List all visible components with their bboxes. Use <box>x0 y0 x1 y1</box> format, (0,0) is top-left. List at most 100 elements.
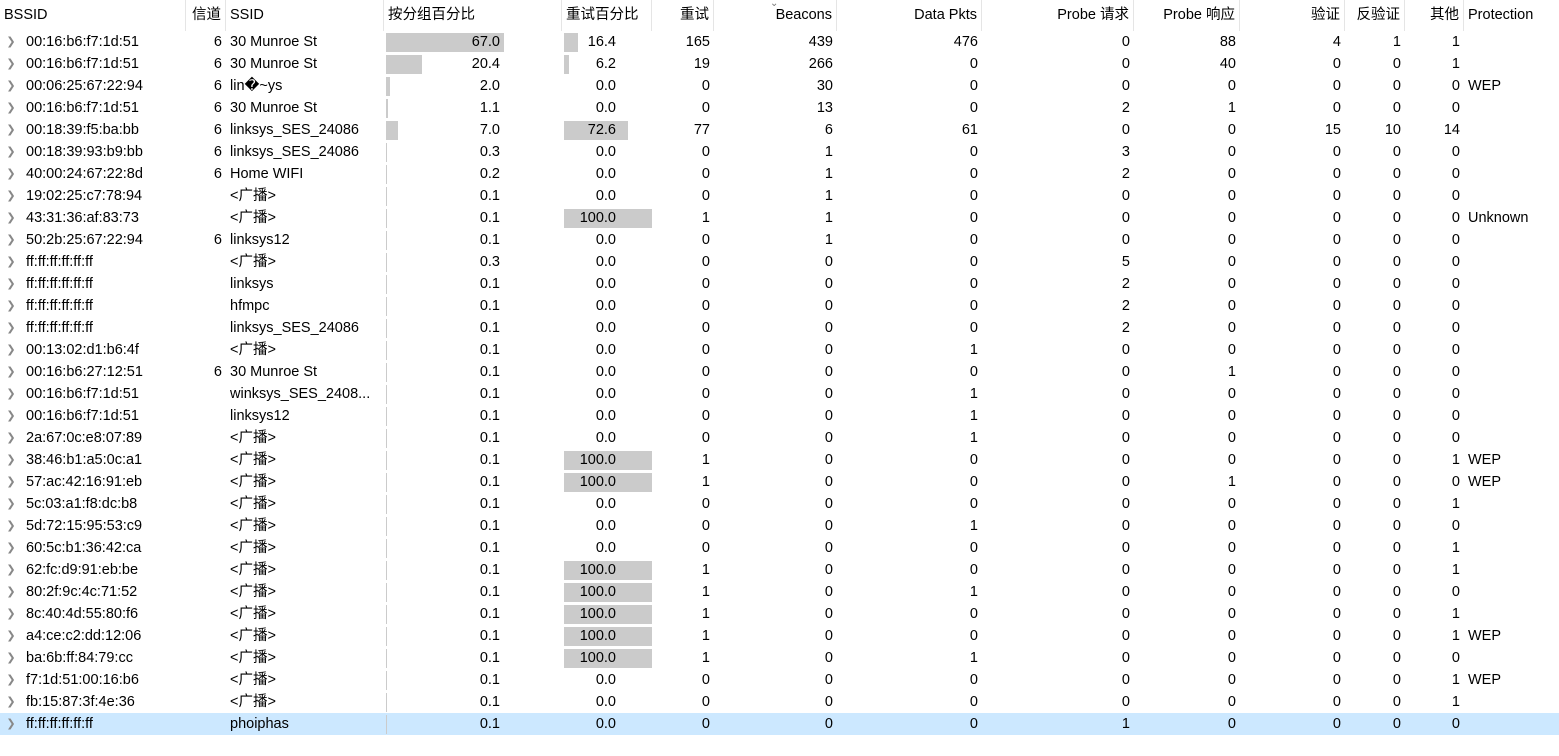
beacons-cell: 6 <box>824 122 833 138</box>
chevron-right-icon[interactable]: ❯ <box>6 608 16 620</box>
table-row[interactable]: ❯ 00:16:b6:f7:1d:51 6 30 Munroe St 20.4 6.2 19… <box>0 53 1559 75</box>
chevron-right-icon[interactable]: ❯ <box>6 124 16 136</box>
column-header-data-pkts[interactable]: Data Pkts <box>837 0 982 31</box>
other-cell: 0 <box>1451 320 1460 336</box>
bar-value-label: 72.6 <box>587 122 616 138</box>
chevron-right-icon[interactable]: ❯ <box>6 278 16 290</box>
chevron-right-icon[interactable]: ❯ <box>6 542 16 554</box>
chevron-right-icon[interactable]: ❯ <box>6 344 16 356</box>
table-row[interactable]: ❯ 19:02:25:c7:78:94 <广播> 0.1 0.0 0 1 0 0 0 0 0 0 <box>0 185 1559 207</box>
chevron-right-icon[interactable]: ❯ <box>6 322 16 334</box>
table-row[interactable]: ❯ 8c:40:4d:55:80:f6 <广播> 0.1 100.0 1 0 0 0 0 0 0 1 <box>0 603 1559 625</box>
probe-response-cell: 0 <box>1227 496 1236 512</box>
table-row[interactable]: ❯ ff:ff:ff:ff:ff:ff hfmpc 0.1 0.0 0 0 0 2 0 0 0 0 <box>0 295 1559 317</box>
table-row[interactable]: ❯ 5c:03:a1:f8:dc:b8 <广播> 0.1 0.0 0 0 0 0 0 0 0 1 <box>0 493 1559 515</box>
table-row[interactable]: ❯ ff:ff:ff:ff:ff:ff linksys_SES_24086 0.1 0.… <box>0 317 1559 339</box>
chevron-right-icon[interactable]: ❯ <box>6 696 16 708</box>
chevron-right-icon[interactable]: ❯ <box>6 234 16 246</box>
column-header-channel[interactable]: 信道 <box>186 0 226 31</box>
chevron-right-icon[interactable]: ❯ <box>6 256 16 268</box>
retry-cell: 0 <box>701 364 710 380</box>
column-header-ssid[interactable]: SSID <box>226 0 384 31</box>
chevron-right-icon[interactable]: ❯ <box>6 520 16 532</box>
table-row[interactable]: ❯ ba:6b:ff:84:79:cc <广播> 0.1 100.0 1 0 1 0 0 0 0 0 <box>0 647 1559 669</box>
chevron-right-icon[interactable]: ❯ <box>6 586 16 598</box>
chevron-right-icon[interactable]: ❯ <box>6 102 16 114</box>
table-row[interactable]: ❯ 00:16:b6:f7:1d:51 linksys12 0.1 0.0 0 0 1 0 0 0 0… <box>0 405 1559 427</box>
bar-value-label: 0.2 <box>479 166 500 182</box>
table-row[interactable]: ❯ ff:ff:ff:ff:ff:ff linksys 0.1 0.0 0 0 0 2 0 0 0 0 <box>0 273 1559 295</box>
table-row[interactable]: ❯ 00:18:39:93:b9:bb 6 linksys_SES_24086 0.3 0… <box>0 141 1559 163</box>
table-row[interactable]: ❯ 00:16:b6:f7:1d:51 winksys_SES_2408... 0.1… <box>0 383 1559 405</box>
table-row[interactable]: ❯ 00:16:b6:f7:1d:51 6 30 Munroe St 67.0 16.4 1… <box>0 31 1559 53</box>
chevron-right-icon[interactable]: ❯ <box>6 36 16 48</box>
protection-cell: WEP <box>1468 672 1502 688</box>
column-header-pct-packets[interactable]: 按分组百分比 <box>384 0 562 31</box>
pct-retry-cell: 0.0 <box>562 141 652 163</box>
column-header-auth[interactable]: 验证 <box>1240 0 1345 31</box>
chevron-right-icon[interactable]: ❯ <box>6 674 16 686</box>
table-row[interactable]: ❯ 57:ac:42:16:91:eb <广播> 0.1 100.0 1 0 0 0 1 0 0 0 WE… <box>0 471 1559 493</box>
table-row[interactable]: ❯ fb:15:87:3f:4e:36 <广播> 0.1 0.0 0 0 0 0 0 0 0 1 <box>0 691 1559 713</box>
chevron-right-icon[interactable]: ❯ <box>6 432 16 444</box>
chevron-right-icon[interactable]: ❯ <box>6 454 16 466</box>
chevron-right-icon[interactable]: ❯ <box>6 630 16 642</box>
column-header-deauth[interactable]: 反验证 <box>1345 0 1405 31</box>
bar-value-label: 0.0 <box>595 276 616 292</box>
chevron-right-icon[interactable]: ❯ <box>6 212 16 224</box>
column-header-protection[interactable]: Protection <box>1468 7 1534 23</box>
column-header-bssid[interactable]: BSSID <box>0 0 186 31</box>
packet-percent-bar <box>386 671 387 690</box>
column-header-probe-request[interactable]: Probe 请求 <box>982 0 1134 31</box>
chevron-right-icon[interactable]: ❯ <box>6 652 16 664</box>
table-row[interactable]: ❯ 00:06:25:67:22:94 6 lin�~ys 2.0 0.0 0 30 0 0 0 0 0… <box>0 75 1559 97</box>
chevron-right-icon[interactable]: ❯ <box>6 476 16 488</box>
chevron-right-icon[interactable]: ❯ <box>6 190 16 202</box>
chevron-right-icon[interactable]: ❯ <box>6 168 16 180</box>
column-header-beacons[interactable]: Beacons <box>714 0 837 31</box>
chevron-right-icon[interactable]: ❯ <box>6 58 16 70</box>
table-row[interactable]: ❯ 62:fc:d9:91:eb:be <广播> 0.1 100.0 1 0 0 0 0 0 0 1 <box>0 559 1559 581</box>
table-row[interactable]: ❯ ff:ff:ff:ff:ff:ff phoiphas 0.1 0.0 0 0 0 1 0 0 0 0 <box>0 713 1559 735</box>
chevron-right-icon[interactable]: ❯ <box>6 146 16 158</box>
bssid-cell: ff:ff:ff:ff:ff:ff <box>26 298 93 314</box>
table-row[interactable]: ❯ 00:18:39:f5:ba:bb 6 linksys_SES_24086 7.0 7… <box>0 119 1559 141</box>
column-header-retry[interactable]: 重试 <box>652 0 714 31</box>
chevron-right-icon[interactable]: ❯ <box>6 718 16 730</box>
pct-retry-cell: 100.0 <box>562 581 652 603</box>
chevron-right-icon[interactable]: ❯ <box>6 410 16 422</box>
table-row[interactable]: ❯ 00:16:b6:f7:1d:51 6 30 Munroe St 1.1 0.0 0 13… <box>0 97 1559 119</box>
bar-value-label: 0.0 <box>595 144 616 160</box>
table-row[interactable]: ❯ 5d:72:15:95:53:c9 <广播> 0.1 0.0 0 0 1 0 0 0 0 0 <box>0 515 1559 537</box>
table-row[interactable]: ❯ a4:ce:c2:dd:12:06 <广播> 0.1 100.0 1 0 0 0 0 0 0 1 WE… <box>0 625 1559 647</box>
table-row[interactable]: ❯ 80:2f:9c:4c:71:52 <广播> 0.1 100.0 1 0 1 0 0 0 0 0 <box>0 581 1559 603</box>
chevron-right-icon[interactable]: ❯ <box>6 366 16 378</box>
retry-cell: 19 <box>693 56 710 72</box>
chevron-right-icon[interactable]: ❯ <box>6 564 16 576</box>
table-row[interactable]: ❯ 60:5c:b1:36:42:ca <广播> 0.1 0.0 0 0 0 0 0 0 0 1 <box>0 537 1559 559</box>
column-header-pct-retry[interactable]: 重试百分比 <box>562 0 652 31</box>
probe-request-cell: 0 <box>1121 672 1130 688</box>
ssid-cell: <广播> <box>230 430 276 446</box>
bar-value-label: 0.0 <box>595 232 616 248</box>
chevron-right-icon[interactable]: ❯ <box>6 300 16 312</box>
auth-cell: 0 <box>1332 540 1341 556</box>
auth-cell: 0 <box>1332 254 1341 270</box>
table-row[interactable]: ❯ 40:00:24:67:22:8d 6 Home WIFI 0.2 0.0 0 1 0 2 0 0… <box>0 163 1559 185</box>
column-header-probe-response[interactable]: Probe 响应 <box>1134 0 1240 31</box>
chevron-right-icon[interactable]: ❯ <box>6 388 16 400</box>
table-row[interactable]: ❯ 43:31:36:af:83:73 <广播> 0.1 100.0 1 1 0 0 0 0 0 0 Un… <box>0 207 1559 229</box>
chevron-right-icon[interactable]: ❯ <box>6 498 16 510</box>
table-row[interactable]: ❯ 00:13:02:d1:b6:4f <广播> 0.1 0.0 0 0 1 0 0 0 0 0 <box>0 339 1559 361</box>
table-row[interactable]: ❯ 38:46:b1:a5:0c:a1 <广播> 0.1 100.0 1 0 0 0 0 0 0 1 WE… <box>0 449 1559 471</box>
table-row[interactable]: ❯ 00:16:b6:27:12:51 6 30 Munroe St 0.1 0.0 0 0 0… <box>0 361 1559 383</box>
table-row[interactable]: ❯ 2a:67:0c:e8:07:89 <广播> 0.1 0.0 0 0 1 0 0 0 0 0 <box>0 427 1559 449</box>
table-row[interactable]: ❯ 50:2b:25:67:22:94 6 linksys12 0.1 0.0 0 1 0 0 0 0… <box>0 229 1559 251</box>
chevron-right-icon[interactable]: ❯ <box>6 80 16 92</box>
auth-cell: 0 <box>1332 78 1341 94</box>
probe-request-cell: 2 <box>1121 298 1130 314</box>
probe-request-cell: 2 <box>1121 100 1130 116</box>
table-row[interactable]: ❯ f7:1d:51:00:16:b6 <广播> 0.1 0.0 0 0 0 0 0 0 0 1 WEP <box>0 669 1559 691</box>
column-header-other[interactable]: 其他 <box>1405 0 1464 31</box>
table-row[interactable]: ❯ ff:ff:ff:ff:ff:ff <广播> 0.3 0.0 0 0 0 5 0 0 0 0 <box>0 251 1559 273</box>
